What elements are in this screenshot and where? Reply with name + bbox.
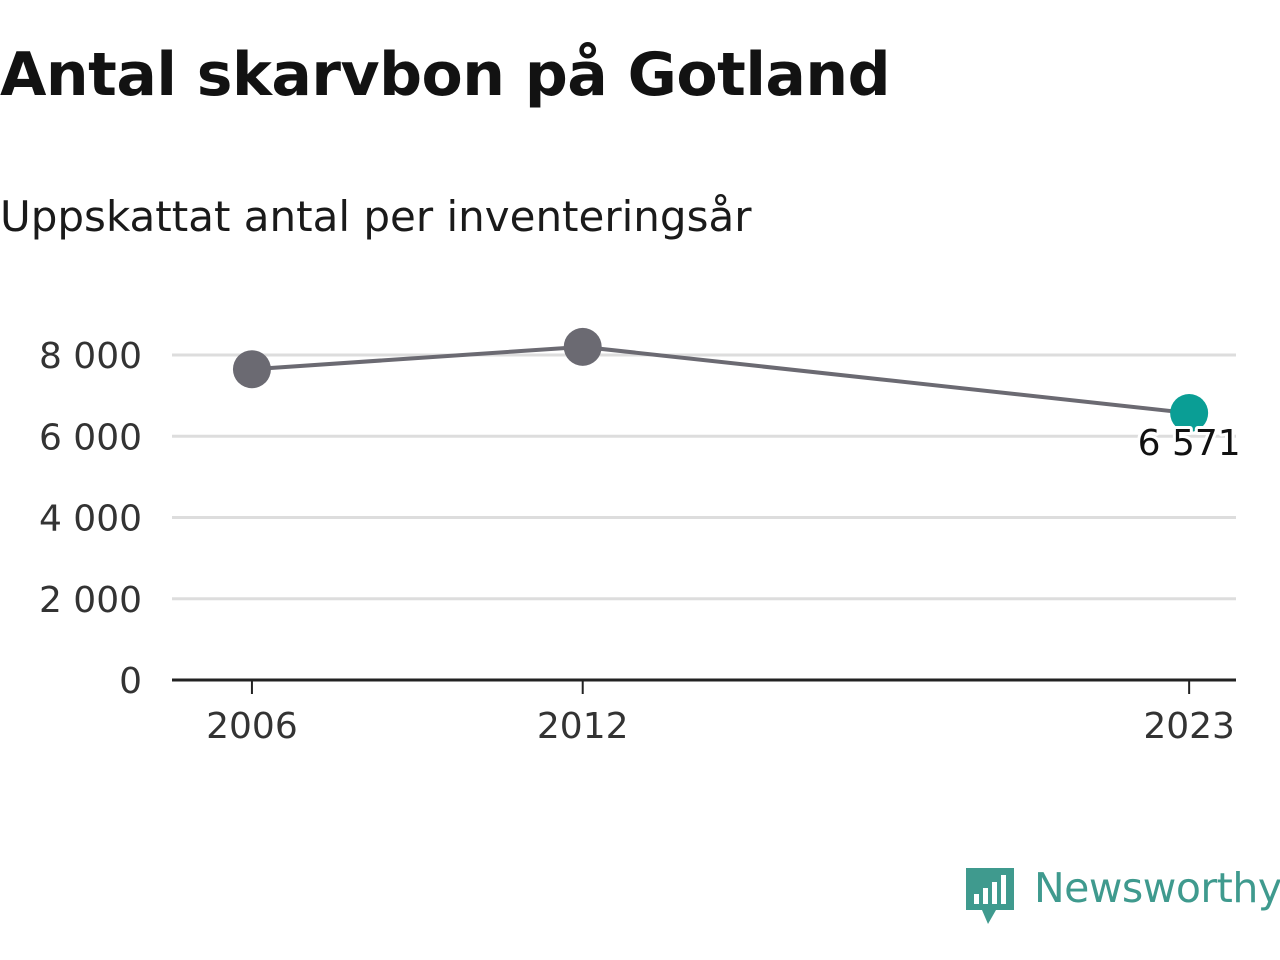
y-tick-label: 6 000 bbox=[39, 417, 142, 458]
bar-chart-speech-bubble-icon bbox=[966, 868, 1014, 924]
x-tick-label: 2006 bbox=[206, 706, 298, 747]
data-point bbox=[232, 350, 271, 389]
y-tick-label: 0 bbox=[119, 661, 142, 702]
data-label: 6 571 bbox=[1138, 423, 1241, 464]
x-axis: 2006 2012 2023 bbox=[172, 678, 1236, 747]
chart-title: Antal skarvbon på Gotland bbox=[0, 40, 891, 110]
series-line bbox=[249, 344, 1192, 416]
y-tick-label: 4 000 bbox=[39, 499, 142, 540]
x-tick-label: 2012 bbox=[537, 706, 629, 747]
y-axis: 0 2 000 4 000 6 000 8 000 bbox=[39, 336, 142, 702]
y-tick-label: 2 000 bbox=[39, 580, 142, 621]
chart-subtitle: Uppskattat antal per inventeringsår bbox=[0, 192, 752, 241]
grid-lines bbox=[172, 353, 1236, 601]
series-points bbox=[232, 327, 1209, 433]
brand-name: Newsworthy bbox=[1034, 864, 1280, 912]
highlighted-data-point bbox=[1170, 394, 1209, 433]
data-labels: 6 571 bbox=[1135, 420, 1244, 467]
x-tick-label: 2023 bbox=[1143, 706, 1235, 747]
series-line-group bbox=[249, 344, 1192, 416]
data-point bbox=[563, 327, 602, 366]
newsworthy-logo[interactable]: Newsworthy bbox=[964, 864, 1280, 928]
y-tick-label: 8 000 bbox=[39, 336, 142, 377]
